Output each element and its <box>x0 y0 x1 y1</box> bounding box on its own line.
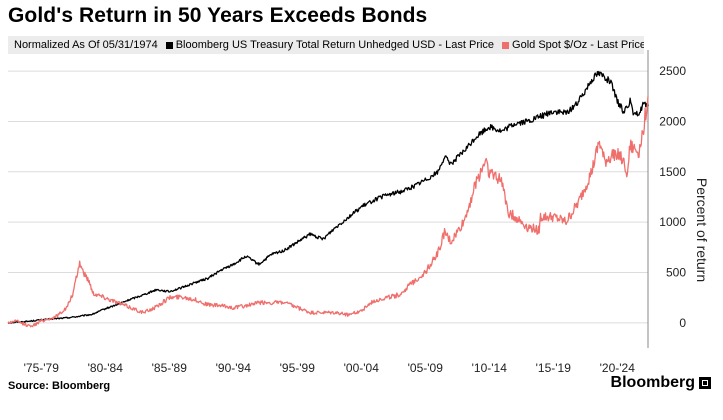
legend-note: Normalized As Of 05/31/1974 <box>14 39 158 51</box>
legend-label-gold: Gold Spot $/Oz - Last Price <box>512 39 644 51</box>
x-tick-label: '80-'84 <box>88 361 124 375</box>
x-axis-ticks: '75-'79 '80-'84 '85-'89 '90-'94 '95-'99 '00-'… <box>24 361 636 375</box>
x-tick-label: '00-'04 <box>344 361 380 375</box>
legend-item-gold: Gold Spot $/Oz - Last Price <box>502 36 644 54</box>
x-tick-label: '20-'24 <box>600 361 636 375</box>
y-tick-label: 2500 <box>659 64 686 78</box>
bloomberg-logo-icon <box>699 377 711 389</box>
y-tick-label: 1500 <box>659 165 686 179</box>
series-line-gold <box>7 96 649 328</box>
legend-swatch-treasury <box>165 41 173 49</box>
x-tick-label: '05-'09 <box>408 361 444 375</box>
x-tick-label: '75-'79 <box>24 361 60 375</box>
y-tick-label: 0 <box>679 316 686 330</box>
y-tick-label: 500 <box>666 265 686 279</box>
legend-label-treasury: Bloomberg US Treasury Total Return Unhed… <box>175 39 495 51</box>
series-line-treasury <box>7 70 649 324</box>
legend-bar: Normalized As Of 05/31/1974 Bloomberg US… <box>8 36 644 54</box>
chart-title: Gold's Return in 50 Years Exceeds Bonds <box>8 4 428 27</box>
x-tick-label: '10-'14 <box>472 361 508 375</box>
series-lines <box>7 70 649 328</box>
x-tick-label: '95-'99 <box>280 361 316 375</box>
source-note: Source: Bloomberg <box>8 380 111 392</box>
legend-swatch-gold <box>502 41 510 49</box>
grid-lines <box>8 50 649 348</box>
y-tick-label: 1000 <box>659 215 686 229</box>
y-axis-title: Percent of return <box>694 178 710 282</box>
brand-text: Bloomberg <box>610 374 695 391</box>
x-tick-label: '85-'89 <box>152 361 188 375</box>
bloomberg-logo: Bloomberg <box>611 374 711 392</box>
y-axis-ticks: 0 500 1000 1500 2000 2500 <box>659 64 686 330</box>
legend-item-treasury: Bloomberg US Treasury Total Return Unhed… <box>165 36 495 54</box>
x-tick-label: '15-'19 <box>536 361 572 375</box>
x-tick-label: '90-'94 <box>216 361 252 375</box>
y-tick-label: 2000 <box>659 114 686 128</box>
